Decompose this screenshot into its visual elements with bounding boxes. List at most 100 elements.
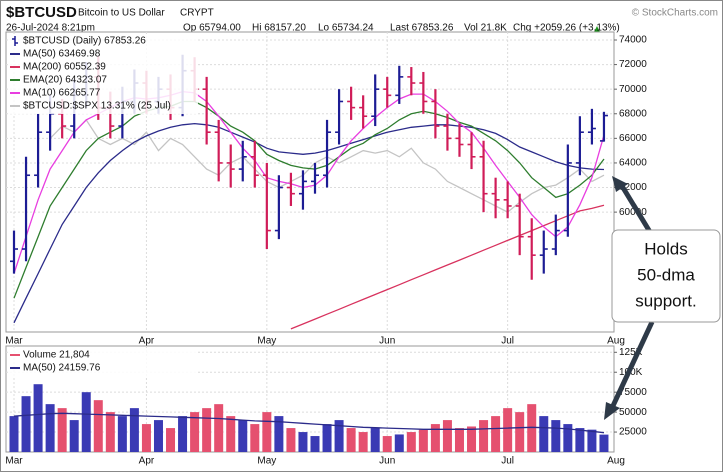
volume-bar bbox=[346, 428, 356, 452]
up-arrow bbox=[594, 26, 600, 32]
line-series bbox=[13, 412, 605, 434]
arrowhead bbox=[612, 176, 628, 192]
volume-bar bbox=[334, 420, 344, 452]
volume-bar bbox=[551, 420, 561, 452]
volume-bar bbox=[238, 420, 248, 452]
x-tick-label: Mar bbox=[5, 456, 23, 467]
volume-bar bbox=[129, 408, 139, 452]
y-tick-label: 68000 bbox=[619, 108, 647, 119]
change: Chg +2059.26 (+3.13%) bbox=[513, 23, 620, 34]
volume-bar bbox=[515, 412, 525, 452]
legend-label: $BTCUSD:$SPX 13.31% (25 Jul) bbox=[23, 101, 171, 112]
legend-label: $BTCUSD (Daily) 67853.26 bbox=[23, 36, 146, 47]
line-series bbox=[290, 204, 605, 330]
line-series bbox=[13, 122, 605, 324]
volume-bar bbox=[575, 428, 585, 452]
y-tick-label: 25000 bbox=[619, 427, 647, 438]
y-tick-label: 66000 bbox=[619, 133, 647, 144]
volume-bar bbox=[418, 429, 428, 452]
volume-bar bbox=[382, 436, 392, 452]
volume-bar bbox=[226, 416, 236, 452]
volume-bar bbox=[274, 416, 284, 452]
x-tick-label: May bbox=[257, 456, 276, 467]
volume-bar bbox=[539, 416, 549, 452]
open: Op 65794.00 bbox=[183, 23, 241, 34]
y-tick-label: 75000 bbox=[619, 387, 647, 398]
volume-bar bbox=[479, 420, 489, 452]
volume-bar bbox=[467, 426, 477, 452]
y-tick-label: 60000 bbox=[619, 207, 647, 218]
y-tick-label: 62000 bbox=[619, 182, 647, 193]
volume-bar bbox=[214, 404, 224, 452]
volume-bar bbox=[9, 416, 19, 452]
volume-bar bbox=[178, 416, 188, 452]
volume-bar bbox=[587, 429, 597, 452]
x-tick-label: Apr bbox=[139, 336, 155, 347]
volume-bar bbox=[105, 412, 115, 452]
plot: 60000 62000 64000 66000 68000 70000 72000 74000… bbox=[5, 32, 647, 467]
legend-label: Volume 21,804 bbox=[23, 350, 90, 361]
volume-bar bbox=[93, 400, 103, 452]
legend-bg bbox=[8, 34, 198, 114]
arrow bbox=[619, 184, 653, 234]
low: Lo 65734.24 bbox=[318, 23, 374, 34]
volume-bar bbox=[21, 396, 31, 452]
x-tick-label: Jun bbox=[379, 336, 395, 347]
volume-bar bbox=[370, 428, 380, 452]
exchange: CRYPT bbox=[180, 8, 214, 19]
volume-bar bbox=[491, 416, 501, 452]
x-tick-label: Jul bbox=[501, 456, 514, 467]
volume-bar bbox=[57, 408, 67, 452]
legend: Volume 21,804 MA(50) 24159.76 bbox=[8, 348, 198, 376]
last: Last 67853.26 bbox=[390, 23, 454, 34]
volume-bar bbox=[599, 434, 609, 452]
line-series bbox=[13, 100, 605, 299]
volume-bar bbox=[503, 408, 513, 452]
y-tick-label: 64000 bbox=[619, 158, 647, 169]
volume-bar bbox=[358, 432, 368, 452]
volume-bar bbox=[310, 436, 320, 452]
volume-bar bbox=[166, 428, 176, 452]
annotation: 50-dma bbox=[637, 265, 695, 284]
high: Hi 68157.20 bbox=[252, 23, 306, 34]
volume: Vol 21.8K bbox=[464, 23, 507, 34]
volume-bar bbox=[81, 392, 91, 452]
volume-bar bbox=[454, 428, 464, 452]
volume-bar bbox=[298, 432, 308, 452]
y-tick-label: 70000 bbox=[619, 84, 647, 95]
volume-bar bbox=[45, 404, 55, 452]
annotation: Holds bbox=[644, 239, 687, 258]
volume-bar bbox=[250, 424, 260, 452]
legend: $BTCUSD (Daily) 67853.26 MA(50) 63469.98 M… bbox=[8, 34, 198, 114]
x-tick-label: May bbox=[257, 336, 276, 347]
volume-bar bbox=[394, 434, 404, 452]
date: 26-Jul-2024 8:21pm bbox=[6, 23, 95, 34]
volume-bar bbox=[262, 412, 272, 452]
volume-bar bbox=[69, 420, 79, 452]
volume-bar bbox=[527, 404, 537, 452]
legend-label: EMA(20) 64323.07 bbox=[23, 75, 107, 86]
volume-bar bbox=[202, 408, 212, 452]
x-tick-label: Aug bbox=[607, 336, 625, 347]
volume-bar bbox=[430, 424, 440, 452]
volume-bar bbox=[153, 420, 163, 452]
volume-bar bbox=[141, 424, 151, 452]
y-tick-label: 50000 bbox=[619, 407, 647, 418]
callout-box bbox=[611, 229, 721, 323]
volume-bar bbox=[190, 412, 200, 452]
y-tick-label: 74000 bbox=[619, 35, 647, 46]
arrow bbox=[609, 320, 655, 410]
x-tick-label: Mar bbox=[5, 336, 23, 347]
legend-label: MA(10) 66265.77 bbox=[23, 88, 101, 99]
volume-bar bbox=[322, 424, 332, 452]
volume-bar bbox=[33, 384, 43, 452]
y-tick-label: 125K bbox=[619, 347, 643, 358]
legend-label: MA(50) 24159.76 bbox=[23, 363, 101, 374]
description: Bitcoin to US Dollar bbox=[78, 8, 165, 19]
y-tick-label: 72000 bbox=[619, 59, 647, 70]
volume-bar bbox=[563, 424, 573, 452]
legend-label: MA(200) 60552.39 bbox=[23, 62, 106, 73]
x-tick-label: Jul bbox=[501, 336, 514, 347]
x-tick-label: Jun bbox=[379, 456, 395, 467]
